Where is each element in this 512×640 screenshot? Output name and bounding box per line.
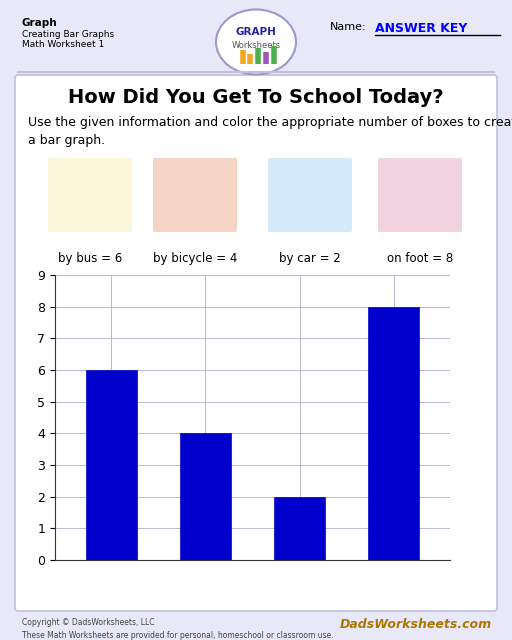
FancyBboxPatch shape [15, 75, 497, 611]
Text: How Did You Get To School Today?: How Did You Get To School Today? [68, 88, 444, 107]
Text: Graph: Graph [22, 18, 58, 28]
Bar [86, 370, 137, 560]
Bar [368, 307, 419, 560]
Text: on foot = 8: on foot = 8 [387, 252, 453, 265]
Text: Worksheets: Worksheets [231, 42, 281, 51]
FancyBboxPatch shape [378, 158, 462, 232]
Text: by car = 2: by car = 2 [279, 252, 341, 265]
Ellipse shape [216, 10, 296, 74]
Text: Math Worksheet 1: Math Worksheet 1 [22, 40, 104, 49]
Text: GRAPH: GRAPH [236, 27, 276, 37]
Text: Copyright © DadsWorksheets, LLC
These Math Worksheets are provided for personal,: Copyright © DadsWorksheets, LLC These Ma… [22, 618, 334, 639]
FancyBboxPatch shape [153, 158, 237, 232]
Text: ANSWER KEY: ANSWER KEY [375, 22, 467, 35]
FancyBboxPatch shape [48, 158, 132, 232]
Text: Name:: Name: [330, 22, 367, 32]
Bar [180, 433, 231, 560]
Text: by bicycle = 4: by bicycle = 4 [153, 252, 237, 265]
Text: Creating Bar Graphs: Creating Bar Graphs [22, 30, 114, 39]
Text: DadsWorksheets.com: DadsWorksheets.com [340, 618, 492, 631]
Bar [273, 497, 326, 560]
FancyBboxPatch shape [268, 158, 352, 232]
Text: Use the given information and color the appropriate number of boxes to create
a : Use the given information and color the … [28, 116, 512, 147]
Text: by bus = 6: by bus = 6 [58, 252, 122, 265]
